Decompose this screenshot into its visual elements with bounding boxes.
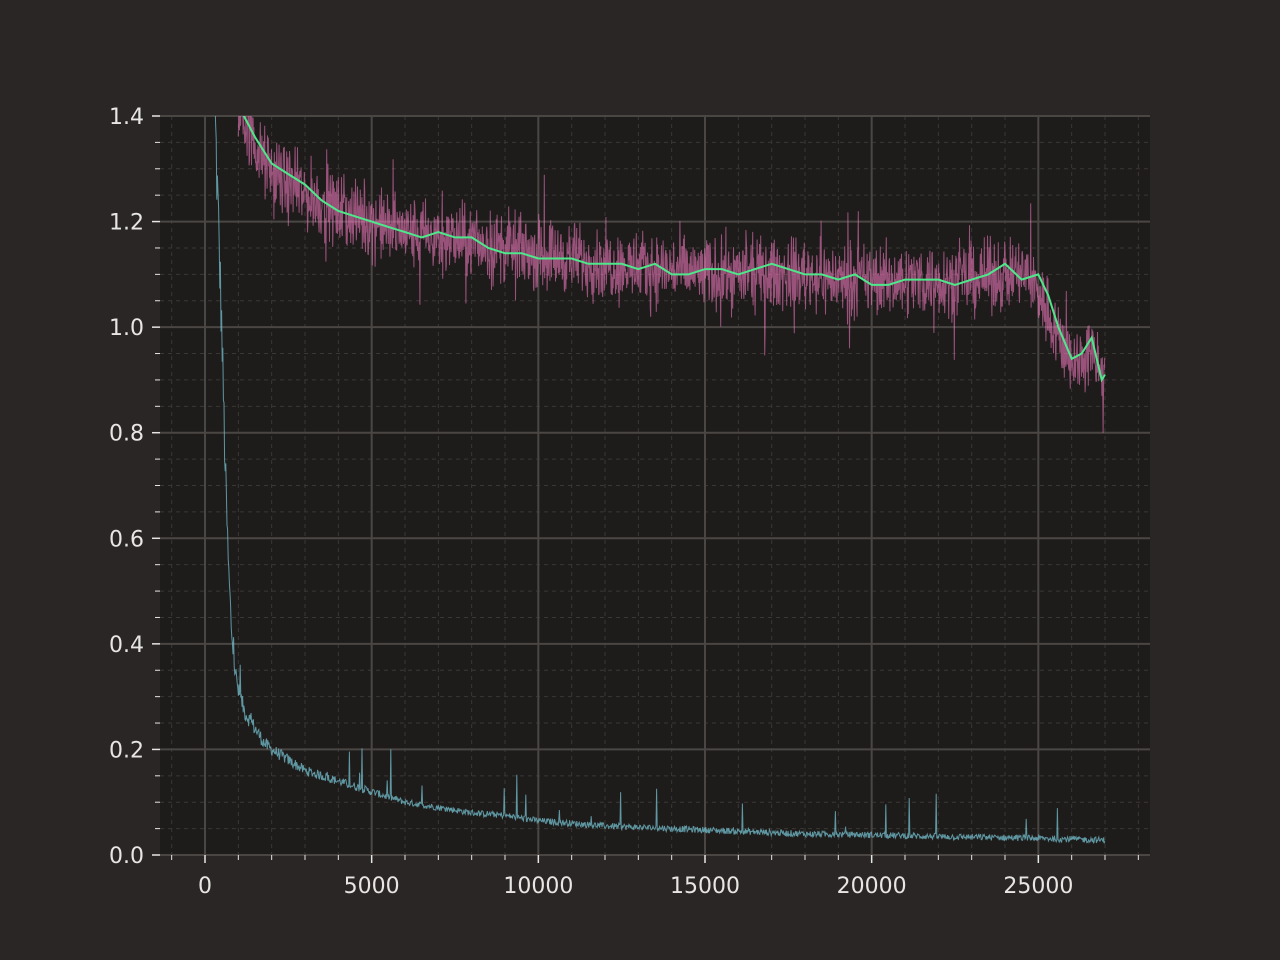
major-grid [160, 115, 1150, 856]
y-tick-label: 0.0 [109, 844, 144, 869]
x-tick-label: 20000 [837, 874, 907, 899]
x-tick-label: 10000 [503, 874, 573, 899]
raw-series-line [237, 116, 1106, 433]
axes-layer: 0.0 0.2 0.4 0.6 0.8 1.0 1.2 1.4 0 5000 10000 15000 2… [109, 105, 1139, 899]
smoothed-series-line [242, 116, 1106, 383]
y-tick-label: 0.2 [109, 738, 144, 763]
x-tick-label: 5000 [344, 874, 400, 899]
y-tick-label: 1.0 [109, 316, 144, 341]
low-series-line [214, 116, 1106, 844]
y-tick-label: 1.2 [109, 211, 144, 236]
x-tick-label: 15000 [670, 874, 740, 899]
y-tick-label: 1.4 [109, 105, 144, 130]
y-tick-label: 0.8 [109, 422, 144, 447]
x-tick-label: 25000 [1003, 874, 1073, 899]
y-tick-label: 0.4 [109, 633, 144, 658]
y-tick-label: 0.6 [109, 527, 144, 552]
series-layer [214, 116, 1106, 844]
x-tick-label: 0 [198, 874, 212, 899]
